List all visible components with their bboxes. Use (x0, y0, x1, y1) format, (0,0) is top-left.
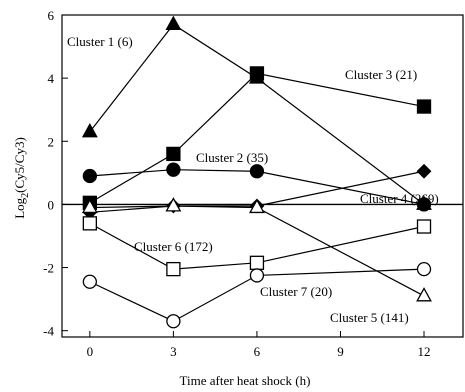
series-line (89, 268, 425, 322)
x-tick-label: 0 (87, 344, 94, 359)
x-tick-label: 6 (254, 344, 261, 359)
x-tick-label: 9 (337, 344, 344, 359)
y-tick-label: 0 (48, 197, 55, 212)
data-point (166, 314, 181, 329)
data-point (249, 164, 265, 179)
data-point (416, 197, 432, 212)
data-point (416, 163, 432, 179)
data-point (81, 122, 98, 138)
data-point (165, 15, 182, 30)
data-point (249, 66, 265, 81)
y-tick-label: -2 (43, 261, 54, 276)
x-tick-label: 12 (418, 344, 431, 359)
series-cluster-6 (82, 216, 432, 277)
cluster-label: Cluster 3 (21) (345, 67, 417, 82)
series-line (89, 205, 425, 297)
y-tick-label: 4 (48, 71, 55, 86)
series-cluster-3 (82, 162, 432, 212)
data-point (82, 274, 97, 289)
cluster-label: Cluster 1 (6) (67, 34, 133, 49)
data-point (249, 268, 265, 283)
series-line (89, 23, 425, 205)
y-axis-title: Log2(Cy5/Cy3) (12, 137, 31, 219)
axes: -4 -2 0 2 4 6 0 3 6 9 12 (43, 8, 464, 359)
cluster-label: Cluster 5 (141) (330, 310, 409, 325)
cluster-label: Cluster 7 (20) (260, 284, 332, 299)
x-tick-label: 3 (170, 344, 177, 359)
series-line (89, 170, 425, 213)
data-point (81, 198, 98, 214)
series-cluster-5 (81, 197, 432, 302)
cluster-labels: Cluster 1 (6) Cluster 3 (21) Cluster 2 (35… (67, 34, 439, 325)
cluster-label: Cluster 4 (269) (360, 191, 439, 206)
y-tick-label: 6 (48, 8, 55, 23)
cluster-label: Cluster 6 (172) (134, 239, 213, 254)
data-point (416, 261, 432, 277)
data-point (166, 146, 181, 162)
y-axis-title-rest: (Cy5/Cy3) (12, 137, 27, 193)
data-point (82, 216, 97, 231)
plot-frame (61, 14, 464, 338)
data-point (249, 255, 265, 270)
data-point (416, 287, 432, 302)
y-axis-title-subscript: 2 (20, 193, 31, 198)
series-line (89, 72, 425, 204)
data-point (249, 198, 265, 214)
cluster-label: Cluster 2 (35) (196, 150, 268, 165)
data-point (165, 197, 182, 212)
data-point (166, 162, 181, 177)
series-cluster-7 (82, 261, 432, 329)
y-axis-title-main: Log (12, 197, 27, 218)
y-tick-label: 2 (48, 134, 55, 149)
data-point (166, 261, 181, 277)
data-point (82, 168, 97, 184)
data-point (416, 99, 432, 114)
series-line (89, 222, 425, 270)
x-axis-title: Time after heat shock (h) (180, 373, 311, 388)
y-tick-label: -4 (43, 324, 54, 339)
series-layer (81, 15, 432, 329)
series-cluster-2 (82, 66, 432, 210)
data-point (416, 219, 432, 234)
series-line (89, 169, 425, 206)
